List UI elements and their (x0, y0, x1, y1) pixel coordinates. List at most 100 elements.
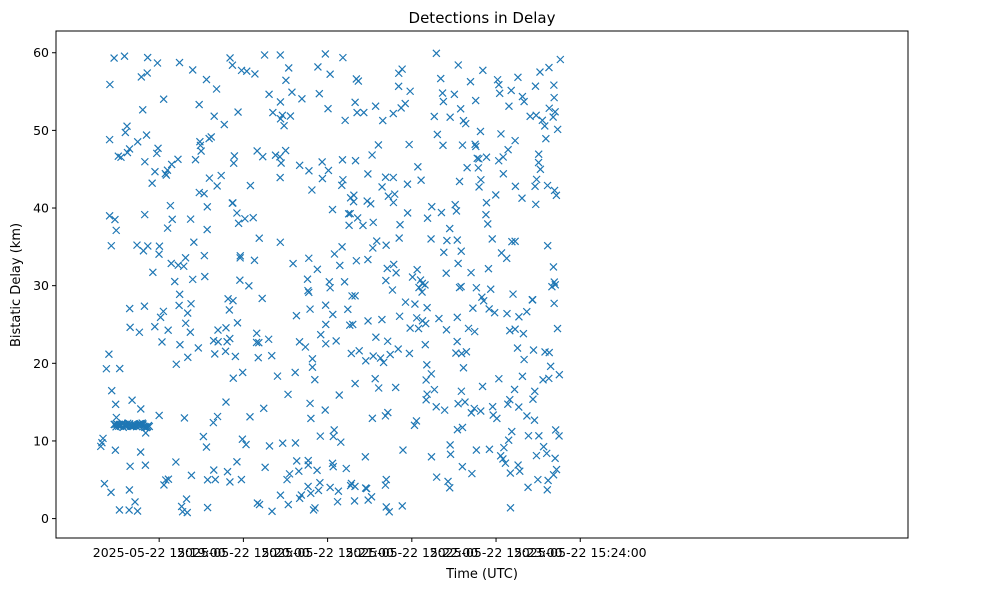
data-point-marker (453, 425, 462, 434)
data-point-marker (468, 304, 477, 313)
data-point-marker (304, 456, 313, 465)
data-point-marker (315, 478, 324, 487)
data-point-marker (284, 500, 293, 509)
data-point-marker (209, 418, 218, 427)
data-point-marker (172, 360, 181, 369)
data-point-marker (133, 241, 141, 250)
data-point-marker (281, 146, 290, 155)
data-point-marker (519, 329, 528, 338)
data-point-marker (148, 268, 157, 277)
data-point-marker (482, 198, 491, 207)
data-point-marker (141, 461, 150, 470)
data-point-marker (524, 483, 532, 492)
chart-title: Detections in Delay (409, 9, 556, 27)
data-point-marker (209, 466, 218, 474)
data-point-marker (368, 244, 377, 252)
data-point-marker (214, 326, 222, 335)
data-point-marker (471, 96, 480, 105)
data-point-marker (155, 411, 164, 420)
x-tick-label: 2025-05-22 15:23:00 (430, 545, 563, 560)
data-point-marker (121, 128, 130, 137)
data-point-marker (440, 406, 449, 415)
data-point-marker (254, 353, 263, 362)
data-point-marker (175, 301, 184, 310)
data-point-marker (499, 169, 508, 178)
data-point-marker (418, 288, 426, 297)
data-point-marker (453, 313, 462, 322)
data-point-marker (246, 412, 254, 421)
data-point-marker (276, 173, 285, 182)
data-point-marker (188, 65, 197, 74)
data-point-marker (541, 347, 549, 356)
data-point-marker (408, 273, 417, 281)
data-point-marker (494, 374, 503, 383)
data-point-marker (276, 98, 285, 106)
data-point-marker (504, 436, 513, 445)
data-point-marker (483, 220, 492, 228)
data-point-marker (306, 489, 315, 498)
data-point-marker (123, 122, 131, 131)
data-point-marker (281, 76, 290, 85)
data-point-marker (304, 482, 313, 491)
data-point-marker (488, 234, 497, 243)
data-point-marker (301, 343, 310, 351)
data-point-marker (518, 92, 527, 101)
data-point-marker (359, 221, 367, 230)
data-point-marker (128, 396, 137, 405)
data-point-marker (179, 262, 188, 271)
data-point-marker (551, 107, 560, 116)
data-point-marker (138, 105, 147, 114)
data-point-marker (445, 483, 454, 492)
data-point-marker (268, 507, 276, 516)
data-point-marker (162, 171, 171, 179)
data-point-marker (534, 150, 543, 159)
data-point-marker (276, 51, 285, 59)
data-point-marker (225, 305, 234, 314)
data-point-marker (501, 459, 510, 468)
data-point-marker (405, 140, 414, 149)
data-point-marker (486, 285, 495, 294)
data-point-marker (315, 89, 324, 98)
data-point-marker (214, 337, 223, 346)
data-point-marker (536, 68, 544, 76)
data-point-marker (338, 242, 346, 251)
data-point-marker (297, 94, 306, 103)
data-point-marker (412, 313, 421, 322)
data-point-marker (350, 497, 359, 505)
points-layer (96, 49, 565, 517)
data-point-marker (244, 281, 253, 290)
data-point-marker (159, 307, 168, 316)
data-point-marker (430, 112, 439, 121)
y-axis-label: Bistatic Delay (km) (9, 223, 24, 347)
data-point-marker (550, 299, 559, 308)
data-point-marker (213, 181, 222, 190)
data-point-marker (338, 155, 347, 164)
data-point-marker (276, 491, 285, 500)
data-point-marker (107, 241, 116, 250)
data-point-marker (553, 324, 562, 333)
data-point-marker (461, 119, 470, 128)
data-point-marker (344, 209, 353, 218)
data-point-marker (421, 340, 430, 349)
data-point-marker (459, 363, 468, 372)
data-point-marker (228, 61, 237, 70)
data-point-marker (450, 90, 459, 99)
data-point-marker (352, 256, 361, 265)
data-point-marker (107, 488, 115, 497)
data-point-marker (439, 97, 448, 106)
data-point-marker (394, 82, 403, 91)
data-point-marker (238, 368, 247, 377)
data-point-marker (531, 200, 540, 209)
data-point-marker (225, 478, 234, 486)
data-point-marker (472, 283, 481, 292)
data-point-marker (473, 154, 482, 163)
data-point-marker (456, 104, 465, 113)
data-point-marker (405, 349, 414, 358)
data-point-marker (125, 304, 134, 313)
data-point-marker (543, 485, 552, 494)
data-point-marker (314, 486, 323, 495)
data-point-marker (115, 364, 124, 373)
data-point-marker (100, 479, 109, 488)
